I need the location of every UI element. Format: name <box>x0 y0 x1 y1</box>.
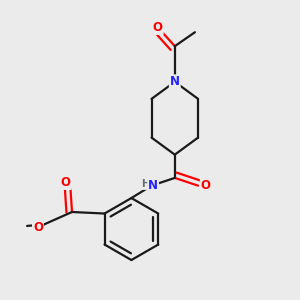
Text: O: O <box>33 221 43 234</box>
Text: N: N <box>170 75 180 88</box>
Text: N: N <box>148 179 158 192</box>
Text: O: O <box>61 176 71 189</box>
Text: O: O <box>201 179 211 192</box>
Text: H: H <box>141 179 149 189</box>
Text: O: O <box>153 21 163 34</box>
